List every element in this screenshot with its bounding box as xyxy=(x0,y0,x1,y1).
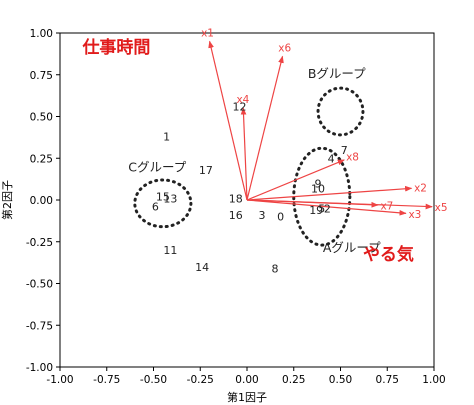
vector-label: x3 xyxy=(408,209,421,221)
y-tick-label: -0.50 xyxy=(26,279,53,291)
loading-vector xyxy=(240,107,248,201)
y-tick-label: 0.50 xyxy=(30,112,53,124)
observation-label: 17 xyxy=(199,164,213,177)
loading-vector xyxy=(208,40,248,201)
vector-label: x6 xyxy=(278,43,291,55)
y-tick-label: -0.75 xyxy=(26,320,53,332)
observation-label: 2 xyxy=(324,202,331,215)
x-tick-label: -0.75 xyxy=(93,374,120,386)
observation-label: 1 xyxy=(163,131,170,144)
observation-label: 3 xyxy=(258,209,265,222)
x-tick-label: -0.25 xyxy=(187,374,214,386)
group-label: Cグループ xyxy=(128,160,186,175)
group-label: Bグループ xyxy=(308,66,366,81)
vector-label: x2 xyxy=(414,183,427,195)
x-tick-label: 0.00 xyxy=(235,374,258,386)
loading-vector xyxy=(246,159,345,201)
observation-label: 8 xyxy=(272,262,279,275)
observation-label: 19 xyxy=(309,204,323,217)
x-tick-label: 0.50 xyxy=(329,374,352,386)
x-tick-label: -1.00 xyxy=(46,374,73,386)
y-tick-label: -1.00 xyxy=(26,362,53,374)
vector-label: x1 xyxy=(201,28,214,40)
group-ellipse xyxy=(316,86,365,137)
observation-label: 13 xyxy=(163,192,177,205)
observation-label: 11 xyxy=(163,244,177,257)
vector-label: x4 xyxy=(236,94,249,106)
observation-label: 4 xyxy=(328,152,335,165)
observation-label: 18 xyxy=(229,192,243,205)
x-tick-label: -0.50 xyxy=(140,374,167,386)
y-tick-label: -0.25 xyxy=(26,237,53,249)
y-tick-label: 1.00 xyxy=(30,28,53,40)
observation-label: 14 xyxy=(195,261,209,274)
y-tick-label: 0.25 xyxy=(30,153,53,165)
group-ellipse xyxy=(133,178,193,229)
observation-label: 12 xyxy=(233,100,247,113)
loading-vector xyxy=(246,199,379,208)
vector-label: x5 xyxy=(435,202,448,214)
observation-label: 10 xyxy=(311,182,325,195)
observation-label: 6 xyxy=(152,201,159,214)
loading-vector xyxy=(246,55,284,201)
y-tick-label: 0.00 xyxy=(30,195,53,207)
observation-label: 16 xyxy=(229,209,243,222)
y-tick-label: 0.75 xyxy=(30,70,53,82)
observation-label: 15 xyxy=(156,191,170,204)
vector-label: x7 xyxy=(380,200,393,212)
annotation-label: 仕事時間 xyxy=(81,37,150,58)
observation-label: 9 xyxy=(315,177,322,190)
x-tick-label: 0.75 xyxy=(376,374,399,386)
y-axis-label: 第2因子 xyxy=(0,180,14,220)
vector-label: x8 xyxy=(346,151,359,163)
x-axis-label: 第1因子 xyxy=(227,390,267,404)
annotation-label: やる気 xyxy=(363,244,414,265)
observation-label: 0 xyxy=(277,211,284,224)
loading-vector xyxy=(246,185,413,201)
loading-vector xyxy=(246,199,407,216)
x-tick-label: 1.00 xyxy=(422,374,445,386)
observation-label: 5 xyxy=(318,202,325,215)
observation-label: 7 xyxy=(341,144,348,157)
x-tick-label: 0.25 xyxy=(282,374,305,386)
group-label: Aグループ xyxy=(323,240,381,255)
